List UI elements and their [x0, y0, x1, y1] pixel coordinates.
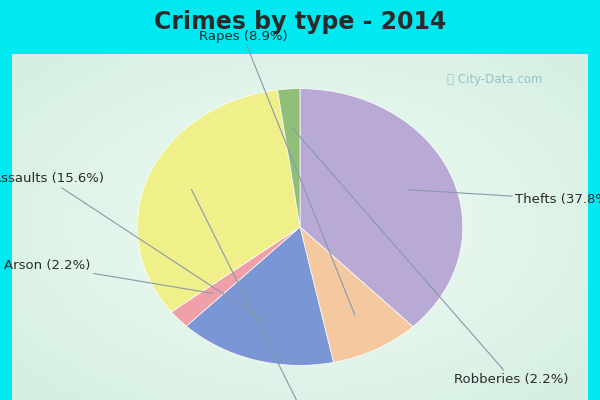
- Text: Rapes (8.9%): Rapes (8.9%): [199, 30, 355, 315]
- Wedge shape: [278, 89, 300, 227]
- Text: Robberies (2.2%): Robberies (2.2%): [292, 128, 569, 386]
- Wedge shape: [300, 89, 463, 327]
- Text: Arson (2.2%): Arson (2.2%): [4, 259, 212, 293]
- Text: Crimes by type - 2014: Crimes by type - 2014: [154, 10, 446, 34]
- Text: Thefts (37.8%): Thefts (37.8%): [409, 190, 600, 206]
- Wedge shape: [300, 227, 413, 362]
- Text: ⓘ City-Data.com: ⓘ City-Data.com: [448, 74, 542, 86]
- Text: Burglaries (33.3%): Burglaries (33.3%): [191, 190, 370, 400]
- Wedge shape: [187, 227, 334, 365]
- Wedge shape: [172, 227, 300, 326]
- Wedge shape: [137, 90, 300, 312]
- Text: Assaults (15.6%): Assaults (15.6%): [0, 172, 267, 323]
